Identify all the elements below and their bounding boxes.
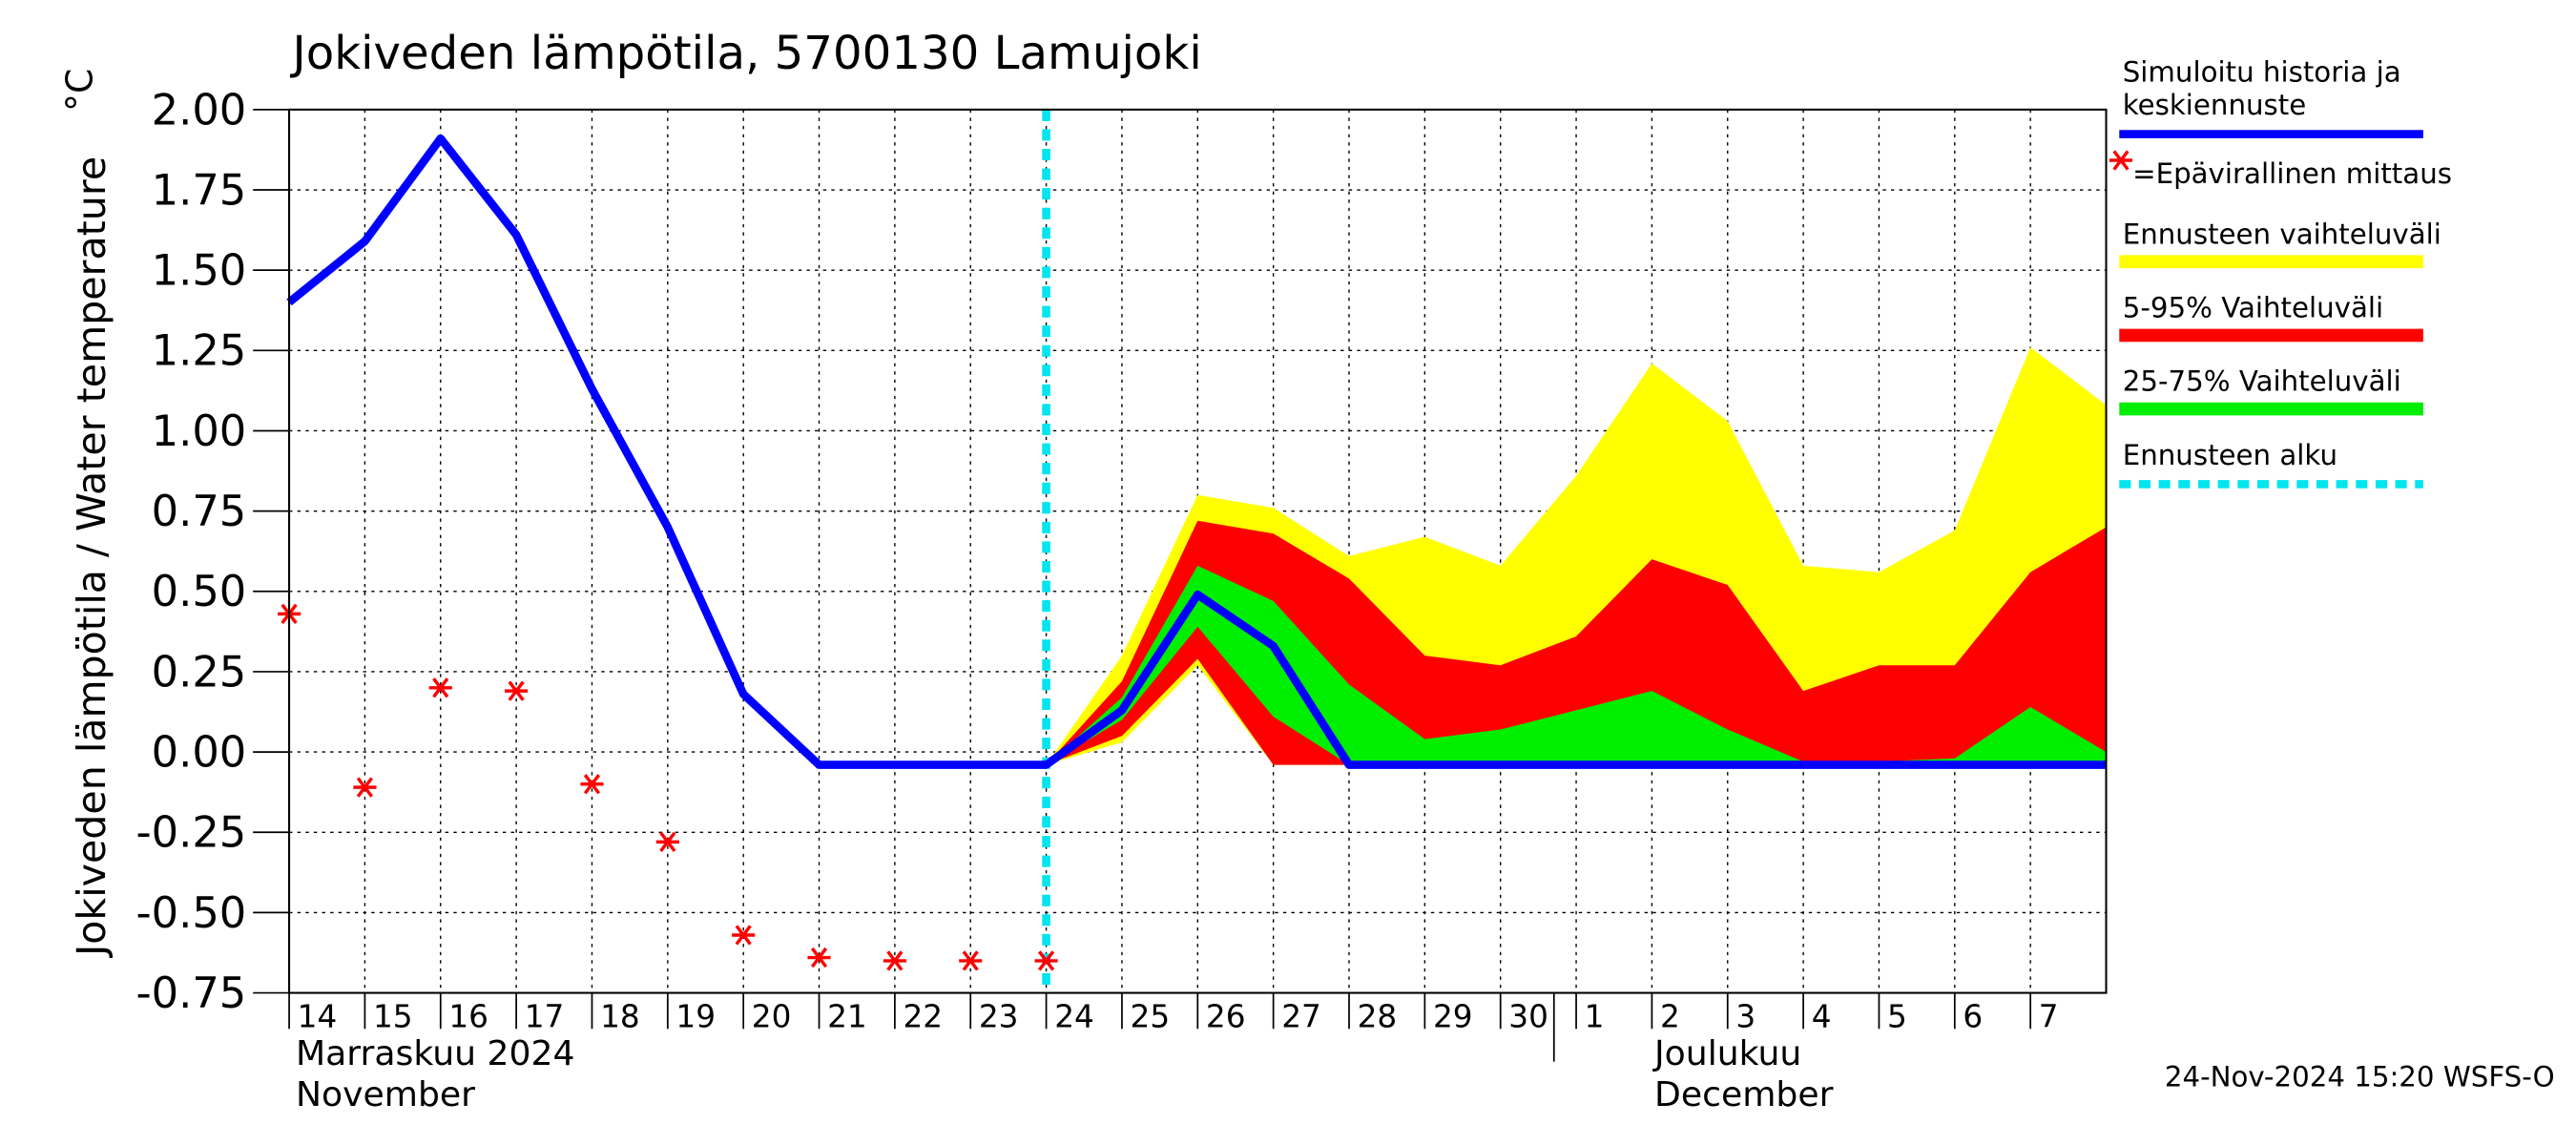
y-axis-unit: °C — [58, 69, 100, 112]
month-label: November — [296, 1074, 475, 1114]
y-tick-label: 2.00 — [152, 85, 247, 135]
y-tick-label: 0.25 — [152, 647, 247, 697]
legend-label: 5-95% Vaihteluväli — [2123, 292, 2383, 324]
month-label: December — [1654, 1074, 1834, 1114]
y-tick-label: -0.50 — [135, 888, 246, 938]
measurement — [959, 950, 983, 971]
x-tick-label: 16 — [448, 999, 488, 1035]
y-tick-label: 0.00 — [152, 728, 247, 778]
legend-label: =Epävirallinen mittaus — [2132, 157, 2452, 190]
measurement — [732, 925, 756, 946]
x-tick-label: 5 — [1887, 999, 1907, 1035]
x-tick-label: 19 — [675, 999, 716, 1035]
measurement — [655, 831, 679, 852]
month-label: Marraskuu 2024 — [296, 1033, 575, 1073]
measurement — [353, 777, 377, 798]
measurement — [428, 677, 452, 698]
mean-line — [286, 134, 2107, 769]
plot-frame — [288, 108, 2108, 994]
x-tick-label: 18 — [600, 999, 640, 1035]
y-tick-label: 0.75 — [152, 487, 247, 536]
month-label: Joulukuu — [1652, 1033, 1801, 1073]
x-tick-label: 27 — [1281, 999, 1321, 1035]
y-axis-label: Jokiveden lämpötila / Water temperature — [69, 156, 114, 959]
x-tick-label: 22 — [903, 999, 943, 1035]
legend-label-line: Simuloitu historia ja — [2123, 56, 2401, 89]
measurement — [807, 947, 831, 968]
y-tick-label: 1.75 — [152, 166, 247, 216]
legend-label: Simuloitu historia ja keskiennuste — [2123, 56, 2401, 121]
x-tick-label: 24 — [1054, 999, 1094, 1035]
x-tick-label: 28 — [1358, 999, 1398, 1035]
x-tick-label: 2 — [1660, 999, 1680, 1035]
x-tick-label: 25 — [1131, 999, 1171, 1035]
measurement — [505, 680, 529, 701]
x-tick-label: 15 — [373, 999, 413, 1035]
y-tick-label: 1.00 — [152, 406, 247, 456]
x-tick-label: 20 — [752, 999, 792, 1035]
x-tick-label: 30 — [1508, 999, 1548, 1035]
chart-title: Jokiveden lämpötila, 5700130 Lamujoki — [289, 27, 1201, 80]
x-tick-label: 14 — [298, 999, 338, 1035]
legend-label: Ennusteen alku — [2123, 439, 2337, 471]
y-tick-label: 1.25 — [152, 326, 247, 376]
measurement — [883, 950, 906, 971]
y-tick-label: 0.50 — [152, 567, 247, 616]
timestamp: 24-Nov-2024 15:20 WSFS-O — [2165, 1060, 2555, 1093]
x-tick-label: 17 — [525, 999, 565, 1035]
x-tick-label: 29 — [1433, 999, 1473, 1035]
x-tick-label: 23 — [979, 999, 1019, 1035]
legend-label-line: keskiennuste — [2123, 89, 2307, 121]
measurement — [580, 774, 604, 795]
forecast-band — [1046, 565, 2107, 765]
x-tick-label: 3 — [1735, 999, 1755, 1035]
x-tick-label: 26 — [1206, 999, 1246, 1035]
x-tick-label: 21 — [827, 999, 867, 1035]
y-tick-label: -0.75 — [135, 968, 246, 1018]
y-tick-label: 1.50 — [152, 246, 247, 296]
legend-marker — [2109, 150, 2133, 171]
x-tick-label: 4 — [1812, 999, 1832, 1035]
x-tick-label: 1 — [1585, 999, 1605, 1035]
x-tick-label: 6 — [1963, 999, 1983, 1035]
y-tick-label: -0.25 — [135, 808, 246, 858]
measurement — [1034, 950, 1058, 971]
legend-label: 25-75% Vaihteluväli — [2123, 365, 2401, 398]
x-tick-label: 7 — [2039, 999, 2059, 1035]
legend-label: Ennusteen vaihteluväli — [2123, 218, 2441, 250]
